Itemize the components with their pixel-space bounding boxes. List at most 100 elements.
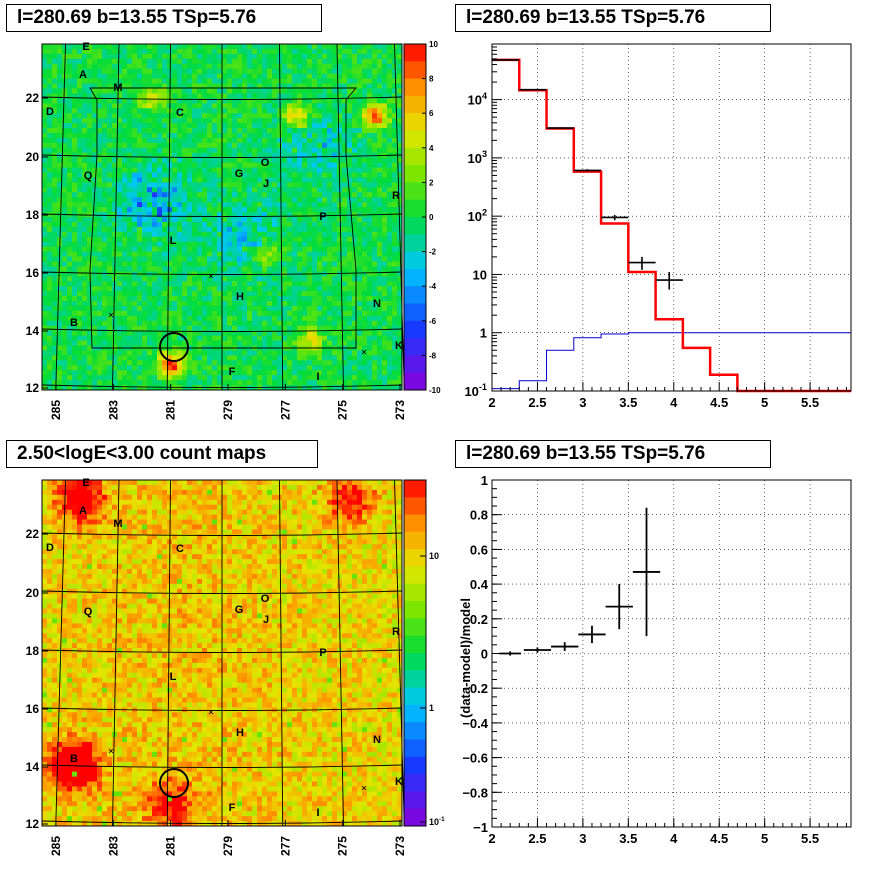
- model-histogram: [492, 60, 851, 391]
- residual-frame: [492, 480, 851, 827]
- residual-map-source-label: R: [392, 190, 400, 202]
- residual-map-source-label: K: [395, 340, 403, 352]
- residual-x-tick-label: 4: [670, 831, 678, 846]
- residual-y-tick-label: 1: [481, 473, 488, 488]
- residual-map-title: l=280.69 b=13.55 TSp=5.76: [6, 4, 322, 32]
- residual-y-tick-label: 0.6: [470, 542, 488, 557]
- count-map-x-tick-label: 275: [336, 836, 350, 856]
- count-map-source-label: C: [176, 543, 184, 555]
- count-map-source-label: O: [261, 593, 270, 605]
- count-map-y-tick-label: 16: [26, 702, 40, 716]
- residual-map-x-tick-label: 273: [393, 400, 407, 420]
- spectrum-title: l=280.69 b=13.55 TSp=5.76: [455, 4, 771, 32]
- spectrum-x-tick-label: 5.5: [801, 395, 819, 410]
- count-map-source-label: R: [392, 626, 400, 638]
- residual-x-tick-label: 4.5: [710, 831, 728, 846]
- residual-map-colorbar-tick: -8: [429, 351, 437, 360]
- residual-map-source-label: H: [236, 291, 244, 303]
- count-map-colorbar-tick: 1: [429, 703, 434, 713]
- residual-x-tick-label: 3.5: [619, 831, 637, 846]
- residual-map-colorbar-tick: -4: [429, 282, 437, 291]
- residual-map-colorbar-tick: 0: [429, 213, 434, 222]
- residual-x-tick-label: 3: [579, 831, 586, 846]
- residual-map-source-label: C: [176, 107, 184, 119]
- residual-map-x-tick-label: 277: [278, 400, 292, 420]
- residual-map-colorbar-tick: 4: [429, 144, 434, 153]
- count-map-source-label: I: [316, 807, 319, 819]
- spectrum-data: [492, 59, 683, 289]
- count-map-x-tick-label: 277: [278, 836, 292, 856]
- spectrum-y-tick-label: 102: [467, 207, 487, 224]
- residual-x-tick-label: 2: [488, 831, 495, 846]
- residual-data-point: [578, 626, 605, 643]
- residual-map-source-label: L: [170, 235, 177, 247]
- count-map-source-label: M: [113, 518, 122, 530]
- residual-y-tick-label: −1: [473, 820, 488, 835]
- residual-data-point: [499, 651, 521, 655]
- residual-x-tick-label: 2.5: [528, 831, 546, 846]
- count-map-source-label: N: [373, 734, 381, 746]
- spectrum-x-tick-label: 3.5: [619, 395, 637, 410]
- residual-map-y-tick-label: 22: [26, 91, 40, 105]
- spectrum-data-point: [519, 89, 546, 90]
- residual-map-source-label: N: [373, 298, 381, 310]
- background-model-histogram: [492, 333, 851, 389]
- residual-map-x-tick-label: 275: [336, 400, 350, 420]
- spectrum-y-tick-label: 10-1: [464, 382, 487, 399]
- count-map-source-label: K: [395, 776, 403, 788]
- count-map-source-label: H: [236, 727, 244, 739]
- count-map-source-label: F: [229, 802, 236, 814]
- residual-map-source-label: D: [46, 106, 54, 118]
- residual-data-point: [551, 642, 578, 651]
- residual-y-tick-label: 0.8: [470, 508, 488, 523]
- spectrum-data-point: [628, 257, 655, 270]
- residual-map-colorbar-tick: 8: [429, 75, 434, 84]
- residual-map-colorbar-tick: -10: [429, 386, 441, 395]
- residual-map-colorbar-tick: -2: [429, 248, 437, 257]
- residual-map-source-label: F: [229, 366, 236, 378]
- residual-data: [499, 508, 660, 656]
- count-map-source-label: P: [319, 647, 326, 659]
- residual-map-colorbar-tick: 6: [429, 109, 434, 118]
- residual-map-colorbar-tick: 2: [429, 178, 434, 187]
- residual-map-source-label: G: [235, 168, 244, 180]
- spectrum-y-tick-label: 103: [467, 149, 487, 166]
- residual-data-point: [606, 584, 633, 629]
- residual-map-x-tick-label: 283: [106, 400, 120, 420]
- spectrum-data-point: [656, 272, 683, 290]
- residual-map-source-label: I: [316, 371, 319, 383]
- residual-map-source-label: M: [113, 82, 122, 94]
- count-map-source-label: B: [70, 753, 78, 765]
- count-map-y-tick-label: 18: [26, 644, 40, 658]
- spectrum-y-tick-label: 104: [467, 91, 487, 108]
- residual-map-colorbar-tick: -6: [429, 317, 437, 326]
- residual-map-source-label: P: [319, 211, 326, 223]
- count-map-y-tick-label: 20: [26, 586, 40, 600]
- spectrum-y-tick-label: 1: [480, 326, 487, 341]
- count-map-source-label: G: [235, 604, 244, 616]
- residual-data-point: [633, 508, 660, 636]
- count-map-source-label: Q: [84, 606, 93, 618]
- spectrum-data-point: [601, 215, 628, 220]
- count-map-source-label: J: [263, 614, 269, 626]
- count-map-source-label: E: [82, 477, 89, 489]
- residual-y-tick-label: −0.8: [462, 785, 488, 800]
- spectrum-x-tick-label: 3: [579, 395, 586, 410]
- residual-map-y-tick-label: 18: [26, 208, 40, 222]
- count-map-x-tick-label: 283: [106, 836, 120, 856]
- residual-map-x-tick-label: 279: [221, 400, 235, 420]
- residual-map-source-label: J: [263, 178, 269, 190]
- count-map-colorbar-tick: 10: [429, 551, 439, 561]
- residual-y-axis-label: (data-model)/model: [458, 598, 473, 718]
- spectrum-data-point: [547, 127, 574, 129]
- residual-plot-title: l=280.69 b=13.55 TSp=5.76: [455, 440, 771, 468]
- residual-map-y-tick-label: 12: [26, 381, 40, 395]
